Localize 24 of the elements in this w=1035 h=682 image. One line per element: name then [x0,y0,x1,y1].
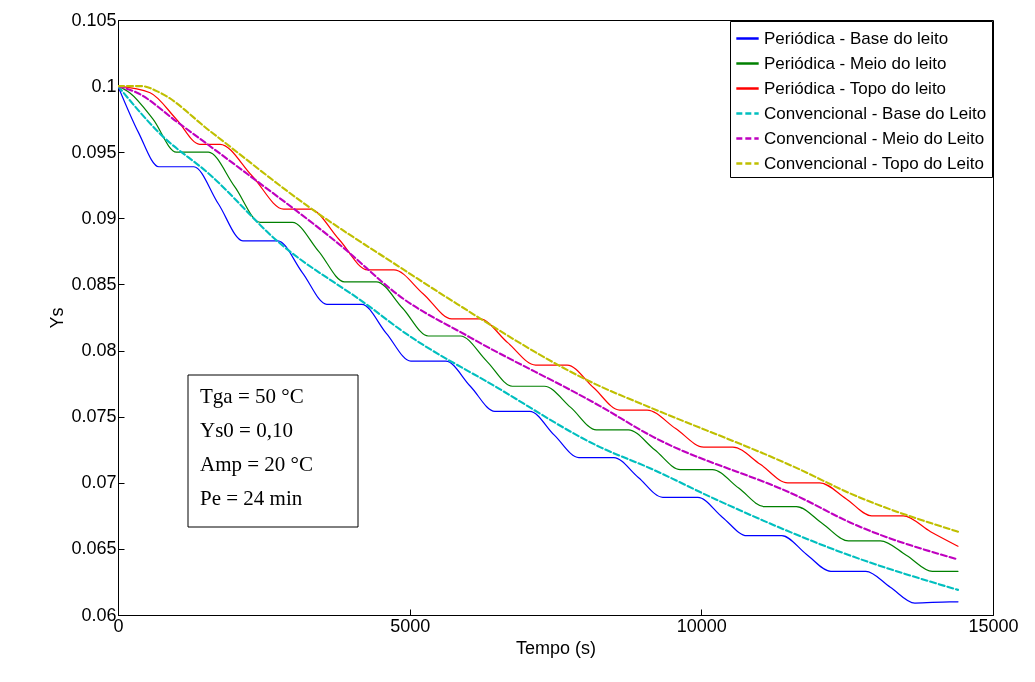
y-tick-label: 0.085 [71,273,117,294]
legend-label: Convencional - Topo do Leito [764,153,984,173]
legend-label: Periódica - Topo do leito [764,78,947,98]
annotation: Pe = 24 min [200,486,303,510]
x-tick-label: 5000 [390,615,431,636]
y-axis-title: Ys [47,307,68,329]
legend-label: Periódica - Base do leito [764,28,949,48]
x-axis-title: Tempo (s) [515,637,597,658]
x-tick-label: 15000 [968,615,1019,636]
legend-label: Convencional - Base do Leito [764,103,987,123]
y-tick-label: 0.065 [71,538,117,559]
y-tick-label: 0.08 [81,340,117,361]
annotation: Ys0 = 0,10 [200,418,293,442]
x-tick-label: 10000 [676,615,727,636]
legend-label: Convencional - Meio do Leito [764,128,985,148]
annotation: Amp = 20 °C [200,452,313,476]
y-tick-label: 0.095 [71,141,117,162]
legend-label: Periódica - Meio do leito [764,53,947,73]
y-tick-label: 0.09 [81,207,117,228]
annotation: Tga = 50 °C [200,384,304,408]
y-tick-label: 0.075 [71,406,117,427]
y-tick-label: 0.07 [81,472,117,493]
y-tick-label: 0.105 [71,9,117,30]
y-tick-label: 0.1 [91,75,117,96]
